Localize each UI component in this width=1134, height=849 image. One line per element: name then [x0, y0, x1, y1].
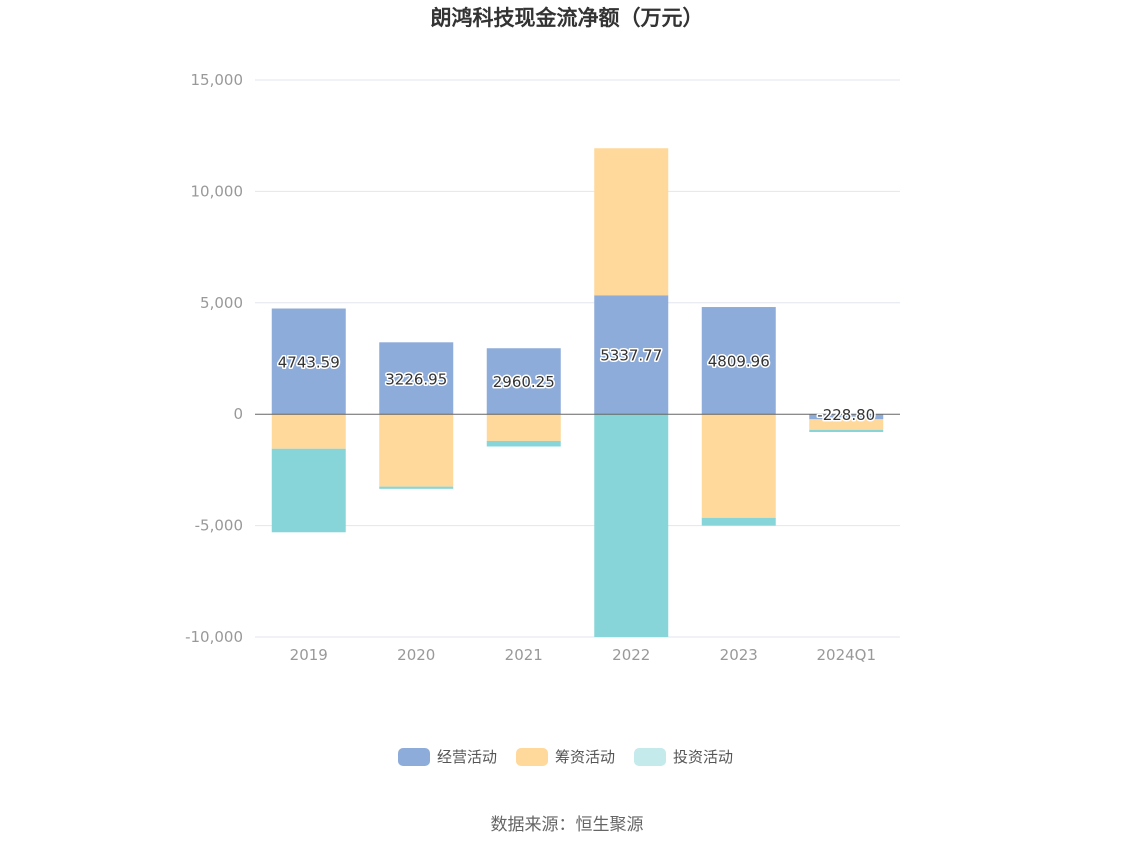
y-tick-label: 5,000: [200, 294, 243, 312]
legend-label: 筹资活动: [555, 748, 615, 766]
bar-investing-2023: [701, 517, 776, 526]
data-label-2024Q1: -228.80: [817, 406, 875, 424]
legend-swatch: [398, 748, 430, 766]
source-note: 数据来源：恒生聚源: [491, 815, 644, 835]
x-tick-label: 2024Q1: [816, 646, 876, 664]
legend-label: 经营活动: [437, 748, 497, 766]
legend-swatch: [516, 748, 548, 766]
bar-investing-2024Q1: [809, 429, 884, 432]
x-tick-label: 2023: [720, 646, 758, 664]
y-tick-label: 15,000: [191, 71, 244, 89]
bar-financing-2020: [379, 414, 454, 487]
x-tick-label: 2019: [290, 646, 328, 664]
bar-operating-2021: [486, 348, 561, 415]
x-tick-label: 2020: [397, 646, 435, 664]
y-tick-label: 0: [233, 405, 243, 423]
data-label-2023: 4809.96: [708, 353, 770, 371]
legend-swatch: [634, 748, 666, 766]
bar-operating-2020: [379, 342, 454, 415]
x-axis-ticks: 2019 2020 2021 2022 2023 2024Q1: [290, 646, 876, 664]
data-labels: 4743.59 3226.95 2960.25 5337.77 4809.96 -228.…: [276, 345, 876, 425]
bar-operating-2023: [701, 307, 776, 415]
data-label-2020: 3226.95: [385, 370, 447, 388]
grid-lines: [255, 79, 900, 638]
data-label-2022: 5337.77: [600, 347, 662, 365]
bar-investing-2020: [379, 486, 454, 489]
y-tick-label: 10,000: [191, 182, 244, 200]
bar-investing-2021: [486, 440, 561, 447]
legend-label: 投资活动: [673, 748, 733, 766]
bar-operating-2024Q1: [809, 414, 884, 420]
x-tick-label: 2022: [612, 646, 650, 664]
x-tick-label: 2021: [505, 646, 543, 664]
legend: 经营活动 筹资活动 投资活动: [398, 748, 733, 766]
chart-title: 朗鸿科技现金流净额（万元）: [431, 6, 704, 30]
bar-financing-2024Q1: [809, 419, 884, 430]
bar-financing-2023: [701, 414, 776, 518]
bar-financing-2022: [594, 148, 669, 296]
y-tick-label: -10,000: [185, 628, 243, 646]
bar-financing-2021: [486, 414, 561, 441]
bar-investing-2022: [594, 414, 669, 637]
bar-financing-2019: [271, 414, 346, 449]
bars: [271, 148, 884, 637]
y-axis-ticks: 15,000 10,000 5,000 0 -5,000 -10,000: [185, 71, 243, 646]
y-tick-label: -5,000: [195, 517, 243, 535]
data-label-2021: 2960.25: [493, 373, 555, 391]
bar-investing-2019: [271, 448, 346, 533]
bar-operating-2019: [271, 308, 346, 415]
bar-operating-2022: [594, 295, 669, 415]
data-label-2019: 4743.59: [278, 353, 340, 371]
